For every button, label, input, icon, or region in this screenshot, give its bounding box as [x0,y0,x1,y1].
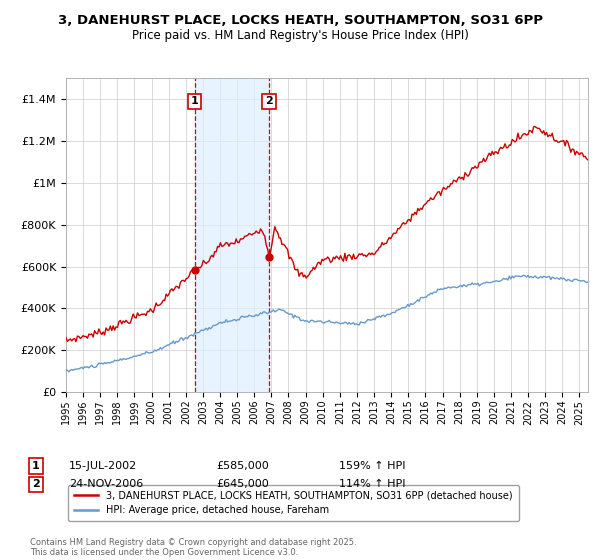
Text: 15-JUL-2002: 15-JUL-2002 [69,461,137,471]
Text: Price paid vs. HM Land Registry's House Price Index (HPI): Price paid vs. HM Land Registry's House … [131,29,469,42]
Bar [195,78,269,392]
Text: £645,000: £645,000 [216,479,269,489]
Text: 3, DANEHURST PLACE, LOCKS HEATH, SOUTHAMPTON, SO31 6PP: 3, DANEHURST PLACE, LOCKS HEATH, SOUTHAM… [58,14,542,27]
Text: £585,000: £585,000 [216,461,269,471]
Text: 24-NOV-2006: 24-NOV-2006 [69,479,143,489]
Text: 159% ↑ HPI: 159% ↑ HPI [339,461,406,471]
Text: Contains HM Land Registry data © Crown copyright and database right 2025.
This d: Contains HM Land Registry data © Crown c… [30,538,356,557]
Text: 2: 2 [265,96,273,106]
Text: 114% ↑ HPI: 114% ↑ HPI [339,479,406,489]
Text: 1: 1 [191,96,199,106]
Legend: 3, DANEHURST PLACE, LOCKS HEATH, SOUTHAMPTON, SO31 6PP (detached house), HPI: Av: 3, DANEHURST PLACE, LOCKS HEATH, SOUTHAM… [68,484,518,521]
Text: 2: 2 [32,479,40,489]
Text: 1: 1 [32,461,40,471]
